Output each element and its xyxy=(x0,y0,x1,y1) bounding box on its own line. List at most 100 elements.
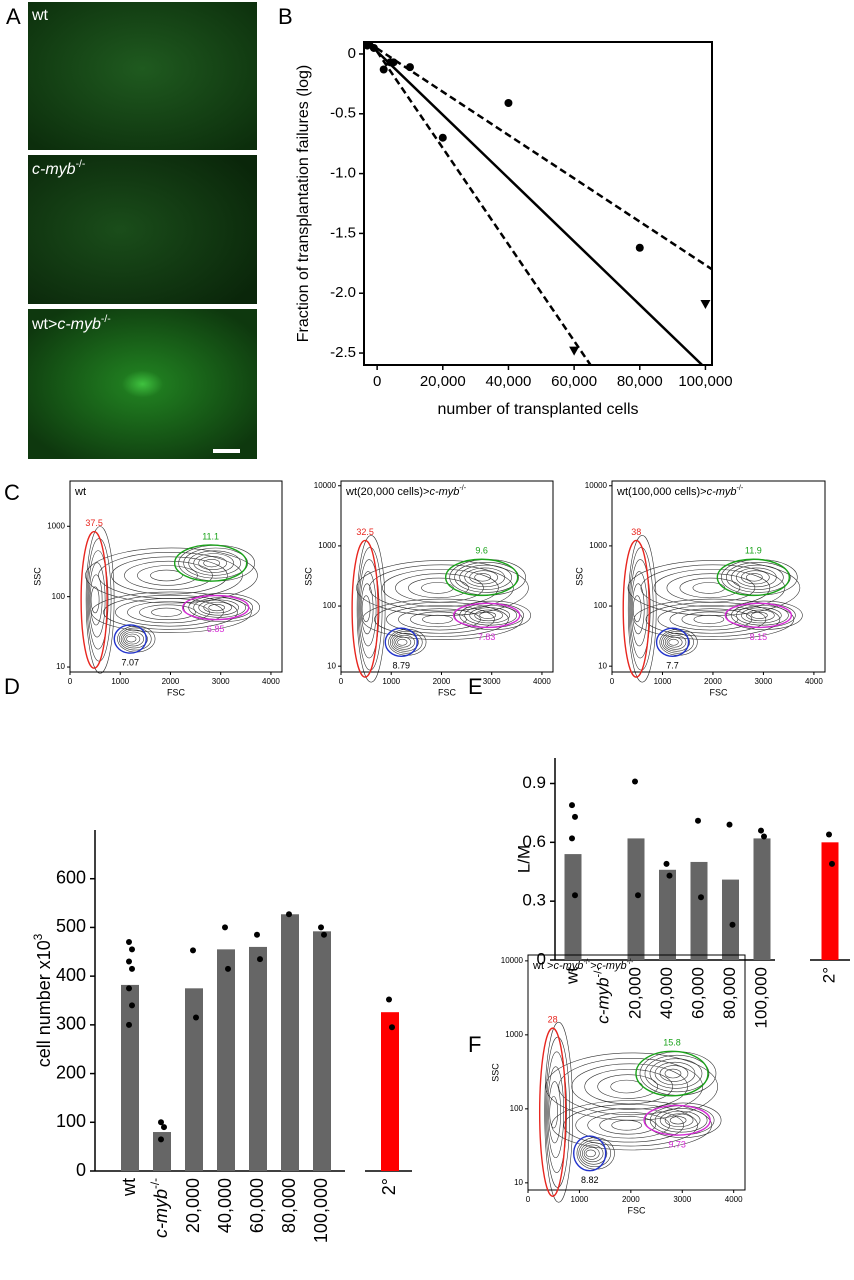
x-tick-label: 1000 xyxy=(654,677,672,686)
contour-line xyxy=(90,586,100,614)
plot-frame xyxy=(527,954,746,1191)
gate-percent: 9.73 xyxy=(668,1140,686,1150)
point xyxy=(632,778,638,785)
point xyxy=(379,65,388,74)
gate-percent: 37.5 xyxy=(85,518,103,528)
text-part: c-myb xyxy=(707,486,737,498)
point xyxy=(286,911,292,918)
fit-line xyxy=(369,41,592,366)
contour-line xyxy=(571,1063,689,1110)
contour-line xyxy=(666,636,683,648)
plot-frame xyxy=(363,41,713,366)
contour-line xyxy=(474,573,491,582)
contour-line xyxy=(548,1081,561,1144)
contour-line xyxy=(358,559,380,659)
contour-line xyxy=(374,601,509,637)
plot-title: wt xyxy=(74,486,86,498)
contour-line xyxy=(630,571,648,647)
point xyxy=(257,956,263,963)
contour-line xyxy=(126,635,137,643)
contour-line xyxy=(382,568,499,607)
contour-line xyxy=(631,583,645,635)
text-part: wt > xyxy=(532,960,553,972)
contour-line xyxy=(408,577,469,599)
point xyxy=(572,892,578,899)
contour-line xyxy=(208,604,225,612)
contour-line xyxy=(549,1096,558,1129)
contour-line xyxy=(137,565,198,586)
point xyxy=(193,1014,199,1021)
text-part: wt> xyxy=(31,316,57,333)
contour-line xyxy=(649,1058,703,1089)
text-part: c-myb xyxy=(151,1189,171,1238)
contour-line xyxy=(611,1119,643,1131)
y-axis-label: cell number x103 xyxy=(32,934,54,1068)
contour-line xyxy=(584,1068,674,1105)
y-tick-label: 0.6 xyxy=(522,832,546,851)
gate-percent: 11.9 xyxy=(745,546,762,556)
contour-line xyxy=(657,605,767,634)
y-tick-label: 0 xyxy=(348,45,356,62)
x-axis-label: FSC xyxy=(628,1205,647,1215)
contour-line xyxy=(398,608,481,631)
gate xyxy=(716,558,791,597)
contour-line xyxy=(393,634,415,650)
point xyxy=(126,1021,132,1028)
contour-line xyxy=(193,553,234,573)
gate-percent: 6.85 xyxy=(207,624,225,634)
gate xyxy=(80,530,108,669)
x-tick-label: 60,000 xyxy=(247,1178,267,1233)
contour-line xyxy=(479,611,496,619)
point xyxy=(225,965,231,972)
point xyxy=(126,939,132,946)
image-label: c-myb-/- xyxy=(32,159,85,178)
contour-line xyxy=(669,1116,687,1125)
contour-line xyxy=(86,538,112,662)
contour-line xyxy=(649,1105,715,1136)
panel-label: A xyxy=(6,4,21,29)
text-part: c-myb xyxy=(429,486,459,498)
bar xyxy=(281,914,299,1171)
contour-line xyxy=(198,599,239,616)
point xyxy=(758,827,764,834)
contour-line xyxy=(91,591,252,633)
gate xyxy=(173,544,248,582)
x-tick-label: 40,000 xyxy=(657,967,676,1019)
contour-line xyxy=(664,1113,694,1128)
contour-line xyxy=(89,574,103,626)
contour-line xyxy=(85,547,258,604)
x-tick-label: 3000 xyxy=(755,677,773,686)
point xyxy=(569,346,580,356)
y-tick-label: -0.5 xyxy=(330,105,356,122)
contour-line xyxy=(746,573,763,582)
y-tick-label: -1.0 xyxy=(330,165,356,182)
contour-line xyxy=(668,638,679,646)
x-tick-label: 100,000 xyxy=(751,967,770,1028)
x-axis-label: FSC xyxy=(167,687,186,697)
x-tick-label: wt xyxy=(119,1178,139,1197)
gate xyxy=(452,602,521,629)
y-tick-label: 1000 xyxy=(47,521,65,530)
point xyxy=(504,99,513,108)
point xyxy=(729,921,736,928)
x-tick-label: wt xyxy=(562,967,581,985)
contour-line xyxy=(118,627,152,651)
contour-line xyxy=(183,592,260,623)
contour-line xyxy=(575,1108,685,1143)
contour-line xyxy=(359,571,377,647)
contour-line xyxy=(459,564,512,590)
contour-line xyxy=(679,577,741,599)
contour-line xyxy=(654,1108,708,1133)
y-tick-label: 0 xyxy=(76,1160,86,1180)
y-tick-label: 1000 xyxy=(505,1030,523,1039)
point xyxy=(161,1124,167,1131)
gate-percent: 7.07 xyxy=(122,657,140,667)
y-tick-label: 0.3 xyxy=(522,891,546,910)
contours xyxy=(356,535,531,683)
gate xyxy=(384,627,418,658)
point xyxy=(254,931,260,938)
panel-label: E xyxy=(468,674,483,699)
point xyxy=(829,860,835,867)
x-tick-label: 4000 xyxy=(805,677,823,686)
y-tick-label: 10000 xyxy=(501,956,524,965)
